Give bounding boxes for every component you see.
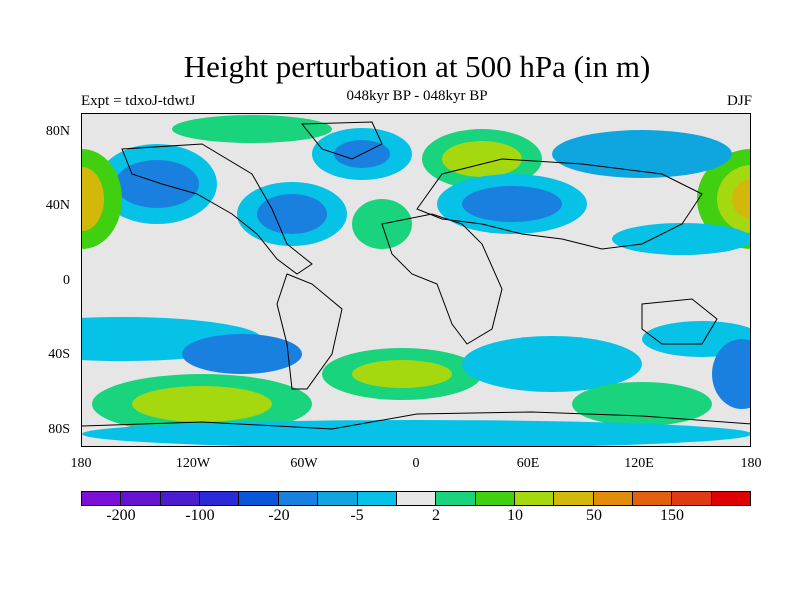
contour-blob <box>257 194 327 234</box>
lon-label-60e: 60E <box>516 456 540 471</box>
contour-blob <box>712 339 750 409</box>
africa-outline <box>381 213 503 345</box>
contour-blob <box>82 167 104 231</box>
colorbar-swatch <box>318 492 358 505</box>
colorbar-swatch <box>200 492 240 505</box>
lon-label-60w: 60W <box>290 456 318 471</box>
lat-label-80s: 80S <box>48 422 70 437</box>
contour-blob <box>462 186 562 222</box>
colorbar-label: -5 <box>350 507 364 524</box>
lat-label-40n: 40N <box>45 198 70 213</box>
colorbar-swatch <box>436 492 476 505</box>
contour-blob <box>172 115 332 143</box>
colorbar-swatch <box>239 492 279 505</box>
colorbar-label: 2 <box>432 507 440 524</box>
contour-blob <box>115 160 199 208</box>
north-america-outline <box>121 143 313 275</box>
lon-label-180e: 180 <box>740 456 762 471</box>
greenland-outline <box>300 121 383 160</box>
season-label: DJF <box>726 93 752 109</box>
colorbar-label: 50 <box>586 507 602 524</box>
colorbar-label: -20 <box>268 507 290 524</box>
colorbar-label: 150 <box>660 507 684 524</box>
experiment-label: Expt = tdxoJ-tdwtJ <box>81 93 196 109</box>
colorbar-label: 10 <box>507 507 523 524</box>
plot-title: Height perturbation at 500 hPa (in m) <box>183 49 651 84</box>
contour-blob <box>612 223 750 255</box>
lat-label-40s: 40S <box>48 347 70 362</box>
antarctica-outline <box>82 411 750 430</box>
colorbar-swatch <box>672 492 712 505</box>
height-anomaly-map <box>82 114 750 446</box>
colorbar-swatch <box>475 492 515 505</box>
colorbar-swatch <box>160 492 201 505</box>
colorbar <box>81 491 751 506</box>
colorbar-label: -100 <box>185 507 215 524</box>
colorbar-swatch <box>357 492 397 505</box>
lon-label-120w: 120W <box>175 456 211 471</box>
australia-outline <box>641 298 718 345</box>
lon-label-0: 0 <box>412 456 420 471</box>
contour-blob <box>462 336 642 392</box>
south-america-outline <box>276 273 343 390</box>
contour-blob <box>732 179 750 219</box>
lon-label-120e: 120E <box>624 456 654 471</box>
contour-blob <box>552 130 732 178</box>
colorbar-swatch <box>121 492 161 505</box>
colorbar-swatch <box>593 492 634 505</box>
colorbar-swatch <box>396 492 437 505</box>
colorbar-swatch <box>278 492 319 505</box>
colorbar-swatch <box>711 492 751 505</box>
lat-label-0: 0 <box>63 273 70 288</box>
contour-blob <box>82 420 750 446</box>
eurasia-outline <box>416 158 703 250</box>
colorbar-swatch <box>514 492 555 505</box>
contour-blob <box>442 141 522 177</box>
contour-blob <box>182 334 302 374</box>
map-panel <box>81 113 751 447</box>
colorbar-swatch <box>82 492 122 505</box>
lat-label-80n: 80N <box>45 124 70 139</box>
contour-blob <box>352 360 452 388</box>
colorbar-swatch <box>554 492 594 505</box>
plot-subtitle: 048kyr BP - 048kyr BP <box>346 88 488 104</box>
lon-label-180w: 180 <box>70 456 92 471</box>
colorbar-label: -200 <box>106 507 136 524</box>
colorbar-swatch <box>633 492 673 505</box>
contour-blob <box>132 386 272 422</box>
